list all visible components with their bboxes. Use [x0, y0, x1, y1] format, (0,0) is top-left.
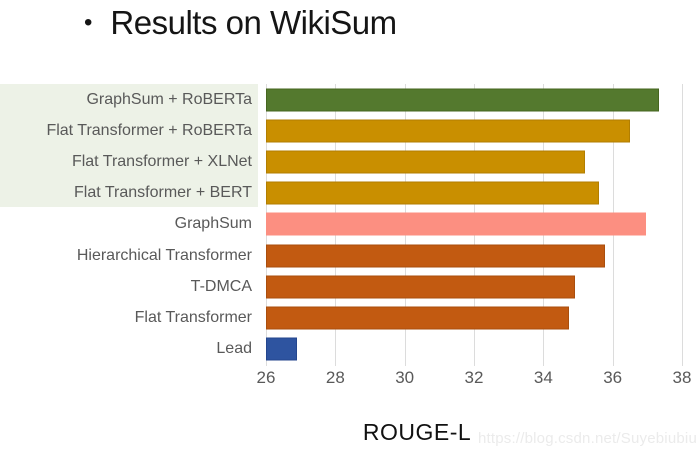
bar-track [266, 209, 682, 240]
category-label: Flat Transformer [134, 309, 252, 327]
x-tick-label: 38 [672, 368, 692, 387]
bar-flat-transformer-bert [266, 181, 599, 205]
category-label: T-DMCA [190, 277, 252, 295]
x-axis-ticks: 26 28 30 32 34 36 38 [257, 368, 692, 390]
bar-flat-transformer-xlnet [266, 150, 585, 174]
chart-row: Hierarchical Transformer [0, 240, 682, 271]
bar-track [266, 334, 682, 365]
chart-row: GraphSum + RoBERTa [0, 84, 682, 115]
bar-t-dmca [266, 275, 575, 299]
highlight-band [0, 84, 258, 207]
chart-row: T-DMCA [0, 271, 682, 302]
gridline [682, 84, 683, 366]
x-tick-label: 32 [464, 368, 484, 387]
chart-row: Flat Transformer + XLNet [0, 146, 682, 177]
chart-row: Flat Transformer + RoBERTa [0, 115, 682, 146]
bar-track [266, 84, 682, 115]
bar-hierarchical-transformer [266, 244, 605, 268]
category-label: Lead [216, 340, 252, 358]
chart-rows: GraphSum + RoBERTa Flat Transformer + RoB… [0, 84, 682, 365]
bar-graphsum-roberta [266, 88, 659, 112]
x-axis-label: ROUGE-L [362, 419, 472, 445]
x-tick-label: 34 [533, 368, 553, 387]
category-label: Hierarchical Transformer [76, 246, 252, 264]
bar-track [266, 240, 682, 271]
bar-track [266, 178, 682, 209]
category-label: Flat Transformer + XLNet [71, 153, 252, 171]
page-title: • Results on WikiSum [84, 2, 397, 44]
category-label: GraphSum + RoBERTa [86, 90, 252, 108]
watermark: https://blog.csdn.net/Suyebiubiu [477, 430, 697, 447]
chart-row: Lead [0, 334, 682, 365]
bar-track [266, 303, 682, 334]
title-bullet: • [84, 9, 93, 36]
x-tick-label: 36 [603, 368, 623, 387]
x-tick-label: 26 [256, 368, 276, 387]
bar-lead [266, 337, 297, 361]
category-label: Flat Transformer + RoBERTa [46, 121, 252, 139]
chart-row: Flat Transformer [0, 303, 682, 334]
chart-row: Flat Transformer + BERT [0, 178, 682, 209]
x-tick-label: 30 [395, 368, 415, 387]
category-label: GraphSum [174, 215, 252, 233]
chart-row: GraphSum [0, 209, 682, 240]
bar-track [266, 115, 682, 146]
bar-track [266, 146, 682, 177]
x-tick-label: 28 [325, 368, 345, 387]
title-text: Results on WikiSum [110, 4, 397, 41]
bar-flat-transformer-roberta [266, 119, 631, 143]
bar-track [266, 271, 682, 302]
bar-flat-transformer [266, 306, 569, 330]
category-label: Flat Transformer + BERT [74, 184, 252, 202]
bar-graphsum [266, 212, 647, 236]
